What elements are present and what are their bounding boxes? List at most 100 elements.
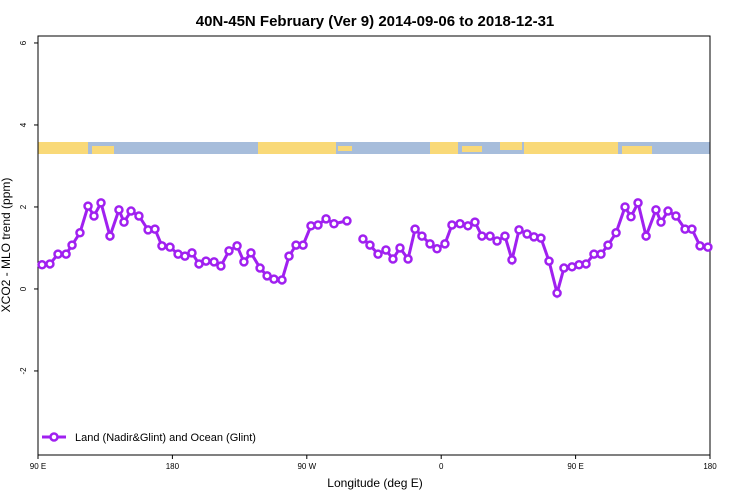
data-point: [663, 206, 673, 216]
data-point: [329, 219, 339, 229]
data-point: [269, 274, 279, 284]
data-point: [620, 202, 630, 212]
data-point: [365, 240, 375, 250]
land-patch: [622, 146, 652, 154]
x-tick-label: 180: [703, 462, 717, 471]
data-point: [67, 240, 77, 250]
data-point: [105, 231, 115, 241]
x-tick-label: 90 W: [297, 462, 316, 471]
data-point: [53, 249, 63, 259]
data-point: [284, 251, 294, 261]
data-point: [395, 243, 405, 253]
legend-label: Land (Nadir&Glint) and Ocean (Glint): [75, 432, 256, 444]
data-point: [114, 205, 124, 215]
land-ocean-strip: [38, 142, 710, 154]
data-point: [134, 211, 144, 221]
data-point: [470, 217, 480, 227]
data-point: [187, 248, 197, 258]
data-point: [45, 259, 55, 269]
data-point: [83, 201, 93, 211]
data-point: [656, 217, 666, 227]
data-point: [695, 241, 705, 251]
data-point: [626, 212, 636, 222]
data-point: [373, 249, 383, 259]
data-point: [239, 257, 249, 267]
data-point: [463, 221, 473, 231]
data-point: [165, 242, 175, 252]
data-point: [157, 241, 167, 251]
data-point: [641, 231, 651, 241]
data-point: [255, 263, 265, 273]
x-tick-label: 0: [439, 462, 444, 471]
data-point: [96, 198, 106, 208]
data-point: [298, 240, 308, 250]
data-point: [342, 216, 352, 226]
data-point: [425, 239, 435, 249]
data-point: [381, 245, 391, 255]
data-point: [126, 206, 136, 216]
legend-marker: [49, 432, 59, 442]
data-point: [687, 224, 697, 234]
data-point: [447, 220, 457, 230]
data-point: [485, 231, 495, 241]
data-point: [388, 254, 398, 264]
data-point: [507, 255, 517, 265]
data-point: [536, 233, 546, 243]
y-tick-label: 2: [19, 204, 28, 209]
data-point: [603, 240, 613, 250]
x-tick-label: 90 E: [567, 462, 583, 471]
data-point: [492, 236, 502, 246]
data-point: [651, 205, 661, 215]
data-point: [201, 256, 211, 266]
data-point: [180, 251, 190, 261]
data-point: [277, 275, 287, 285]
land-patch: [338, 146, 352, 151]
data-point: [633, 198, 643, 208]
land-patch: [524, 142, 618, 154]
data-point: [119, 217, 129, 227]
data-point: [703, 242, 713, 252]
y-tick-label: 0: [19, 286, 28, 291]
y-tick-label: -2: [19, 367, 28, 375]
data-point: [216, 261, 226, 271]
data-point: [313, 220, 323, 230]
y-axis-title: XCO2 - MLO trend (ppm): [0, 178, 13, 313]
data-point: [417, 231, 427, 241]
data-point: [89, 211, 99, 221]
x-tick-label: 180: [166, 462, 180, 471]
data-point: [75, 228, 85, 238]
data-point: [455, 219, 465, 229]
data-point: [410, 224, 420, 234]
land-patch: [38, 142, 88, 154]
land-patch: [92, 146, 114, 154]
data-point: [514, 225, 524, 235]
data-point: [321, 214, 331, 224]
data-point: [224, 246, 234, 256]
data-point: [403, 254, 413, 264]
land-patch: [500, 142, 522, 150]
y-tick-label: 6: [19, 40, 28, 45]
data-point: [246, 248, 256, 258]
data-point: [671, 211, 681, 221]
data-point: [37, 260, 47, 270]
land-patch: [430, 142, 458, 154]
data-point: [150, 224, 160, 234]
y-tick-label: 4: [19, 122, 28, 127]
data-point: [232, 241, 242, 251]
data-point: [596, 249, 606, 259]
data-point: [209, 257, 219, 267]
data-point: [432, 244, 442, 254]
x-tick-label: 90 E: [30, 462, 46, 471]
data-point: [552, 288, 562, 298]
data-point: [440, 239, 450, 249]
data-point: [611, 228, 621, 238]
data-point: [500, 231, 510, 241]
chart-title: 40N-45N February (Ver 9) 2014-09-06 to 2…: [196, 13, 555, 30]
data-point: [477, 231, 487, 241]
data-point: [544, 256, 554, 266]
land-patch: [258, 142, 336, 154]
data-point: [559, 263, 569, 273]
x-axis-title: Longitude (deg E): [327, 476, 422, 490]
data-point: [358, 234, 368, 244]
